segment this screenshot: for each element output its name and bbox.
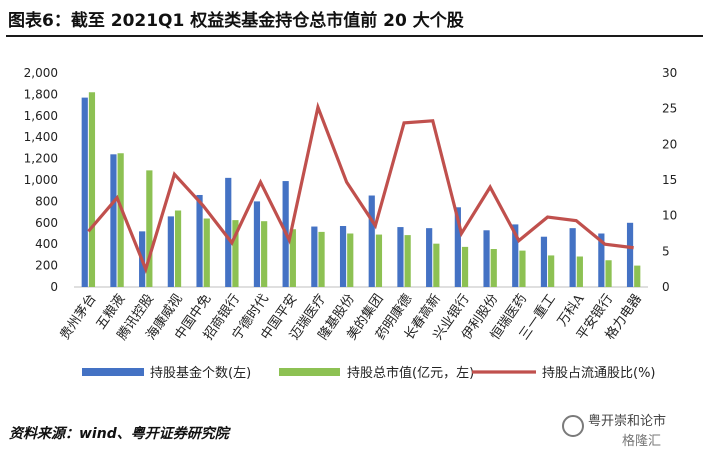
left-axis: 0 200 400 600 800 1,000 1,200 1,400 1,600 1,800 2,… [24, 66, 58, 294]
left-tick-label: 1,600 [24, 109, 58, 123]
legend-label-fund-count: 持股基金个数(左) [150, 365, 251, 381]
bar-fund-count [512, 224, 519, 287]
legend-label-ratio: 持股占流通股比(%) [542, 366, 656, 381]
bar-fund-count [368, 195, 375, 287]
category-label: 贵州茅台 [58, 292, 100, 343]
bar-market-value [88, 92, 96, 287]
bar-fund-count [339, 226, 347, 287]
bar-fund-count [253, 201, 261, 287]
legend-swatch-market-value [279, 368, 340, 376]
bar-market-value [261, 221, 268, 287]
bar-market-value [605, 260, 612, 287]
watermark: 粤开崇和论市 格隆汇 [562, 410, 702, 452]
bar-market-value [232, 220, 239, 287]
right-tick-label: 30 [662, 66, 677, 80]
bar-market-value [146, 170, 153, 287]
bar-fund-count [167, 216, 174, 287]
bar-market-value [289, 229, 296, 287]
right-tick-label: 20 [662, 137, 677, 151]
bar-fund-count [540, 236, 548, 287]
watermark-logo-icon [562, 415, 584, 437]
right-axis: 0 5 10 15 20 25 30 [662, 66, 677, 294]
legend-swatch-fund-count [82, 368, 144, 376]
bar-fund-count [397, 227, 404, 287]
right-tick-label: 15 [662, 173, 677, 187]
watermark-line2: 格隆汇 [622, 434, 662, 449]
right-tick-label: 10 [662, 209, 677, 223]
bar-market-value [203, 218, 210, 287]
bar-market-value [117, 153, 124, 287]
bar-market-value [404, 235, 411, 287]
source-note: 资料来源：wind、粤开证券研究院 [9, 426, 229, 442]
bar-market-value [461, 246, 469, 287]
bar-market-value [347, 233, 354, 287]
chart-title: 图表6：截至 2021Q1 权益类基金持仓总市值前 20 大个股 [8, 11, 464, 31]
left-tick-label: 0 [50, 280, 58, 294]
title-divider [6, 35, 703, 37]
bar-fund-count [81, 97, 88, 287]
left-tick-label: 200 [35, 259, 58, 273]
bar-market-value [433, 243, 440, 287]
category-labels: 贵州茅台五粮液腾讯控股海康威视中国中免招商银行宁德时代中国平安迈瑞医疗隆基股份美… [58, 291, 645, 343]
left-tick-label: 1,400 [24, 130, 58, 144]
left-tick-label: 2,000 [24, 66, 58, 80]
bar-market-value [318, 231, 325, 287]
bar-fund-count [626, 222, 634, 287]
left-tick-label: 600 [35, 216, 58, 230]
bar-market-value [519, 250, 526, 287]
bar-fund-count [311, 226, 318, 287]
right-tick-label: 5 [662, 244, 670, 258]
line-series [87, 101, 634, 274]
bar-market-value [375, 234, 383, 287]
left-tick-label: 1,800 [24, 87, 58, 101]
left-tick-label: 1,000 [24, 173, 58, 187]
bar-fund-count [426, 228, 433, 287]
right-tick-label: 0 [662, 280, 670, 294]
left-tick-label: 1,200 [24, 152, 58, 166]
left-tick-label: 400 [35, 237, 58, 251]
bar-market-value [548, 255, 555, 287]
chart-legend: 持股基金个数(左) 持股总市值(亿元，左) 持股占流通股比(%) [82, 365, 656, 381]
bar-market-value [490, 249, 497, 287]
bar-fund-count [454, 207, 461, 287]
left-tick-label: 800 [35, 194, 58, 208]
line-ratio [87, 101, 634, 274]
bar-market-value [576, 256, 583, 287]
bar-fund-count [598, 233, 605, 287]
bar-fund-count [110, 154, 117, 287]
bar-market-value [634, 265, 641, 287]
right-tick-label: 25 [662, 102, 677, 116]
legend-label-market-value: 持股总市值(亿元，左) [347, 365, 474, 381]
bar-market-value [174, 210, 182, 287]
bar-fund-count [196, 194, 203, 287]
bar-fund-count [225, 177, 232, 287]
bar-fund-count [483, 230, 490, 287]
bar-series [74, 92, 648, 288]
bar-fund-count [569, 228, 576, 287]
watermark-line1: 粤开崇和论市 [588, 414, 667, 429]
